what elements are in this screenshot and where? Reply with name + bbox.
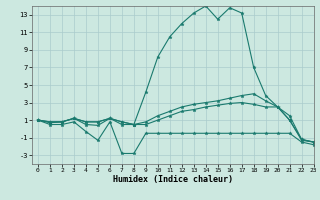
X-axis label: Humidex (Indice chaleur): Humidex (Indice chaleur) bbox=[113, 175, 233, 184]
